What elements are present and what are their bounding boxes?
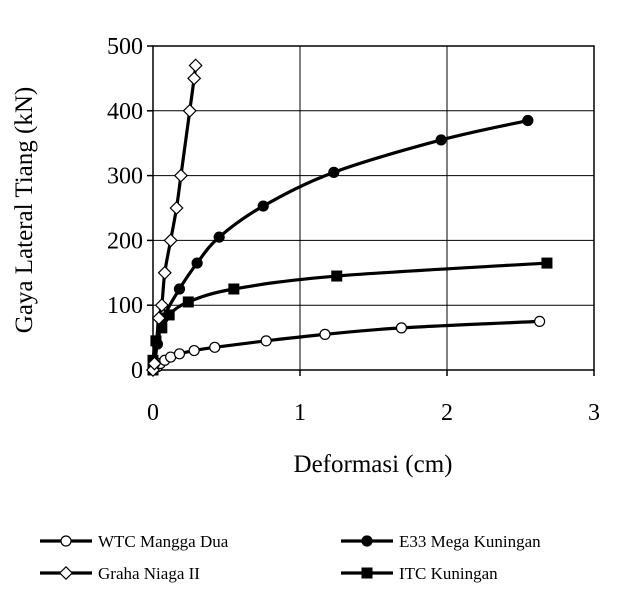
data-point xyxy=(58,565,74,581)
data-point xyxy=(257,200,269,212)
legend-label: WTC Mangga Dua xyxy=(98,532,229,551)
data-point xyxy=(154,298,169,313)
x-tick-label: 3 xyxy=(588,400,600,426)
data-point xyxy=(188,344,200,357)
legend: WTC Mangga Dua E33 Mega Kuningan Graha Nia… xyxy=(40,532,541,583)
data-point xyxy=(188,58,203,73)
series-graha-niaga-ii xyxy=(145,58,203,378)
data-point xyxy=(60,535,72,547)
legend-item: WTC Mangga Dua xyxy=(40,532,229,551)
data-point xyxy=(157,265,172,280)
legend-item: Graha Niaga II xyxy=(40,564,200,583)
data-point xyxy=(147,356,162,371)
legend-item: ITC Kuningan xyxy=(341,564,498,583)
legend-label: E33 Mega Kuningan xyxy=(399,532,541,551)
data-point xyxy=(173,168,188,183)
series-itc-kuningan xyxy=(147,257,553,376)
data-point xyxy=(209,341,221,353)
x-tick-label: 2 xyxy=(441,400,453,426)
data-point xyxy=(145,362,161,378)
data-point xyxy=(182,103,197,118)
data-point xyxy=(522,114,534,127)
y-tick-label: 100 xyxy=(107,293,143,319)
legend-item: E33 Mega Kuningan xyxy=(341,532,541,551)
data-point xyxy=(534,315,546,327)
y-tick-label: 200 xyxy=(107,228,143,254)
data-point xyxy=(173,283,186,295)
series-wtc-mangga-dua xyxy=(147,315,546,376)
data-point xyxy=(435,134,447,146)
data-point xyxy=(319,328,331,340)
x-tick-label: 1 xyxy=(294,400,306,426)
y-tick-label: 300 xyxy=(107,164,143,190)
legend-label: ITC Kuningan xyxy=(399,564,498,583)
data-point xyxy=(187,71,202,86)
data-point xyxy=(361,535,373,547)
data-point xyxy=(260,335,272,347)
x-tick-label: 0 xyxy=(147,400,159,426)
data-point xyxy=(163,233,178,248)
y-tick-label: 500 xyxy=(107,34,143,60)
data-point xyxy=(228,283,240,295)
data-point xyxy=(541,257,553,269)
plot-frame xyxy=(152,45,595,371)
data-point xyxy=(191,257,203,269)
series-layer xyxy=(145,58,553,378)
data-point xyxy=(182,296,194,308)
data-point xyxy=(328,166,340,178)
series-line xyxy=(151,261,548,371)
data-point xyxy=(331,270,343,282)
x-axis-label: Deformasi (cm) xyxy=(294,451,453,478)
data-point xyxy=(151,311,166,326)
y-tick-labels: 0 100 200 300 400 500 xyxy=(107,34,153,384)
data-point xyxy=(213,231,225,243)
series-e33-mega-kuningan xyxy=(147,114,534,376)
legend-label: Graha Niaga II xyxy=(98,564,200,583)
y-tick-label: 400 xyxy=(107,99,143,125)
y-axis-label: Gaya Lateral Tiang (kN) xyxy=(11,87,38,333)
data-point xyxy=(395,322,408,334)
y-tick-label: 0 xyxy=(131,358,143,384)
x-tick-labels: 0 1 2 3 xyxy=(147,370,600,426)
data-point xyxy=(169,200,184,216)
data-point xyxy=(173,348,186,360)
data-point xyxy=(361,567,373,579)
